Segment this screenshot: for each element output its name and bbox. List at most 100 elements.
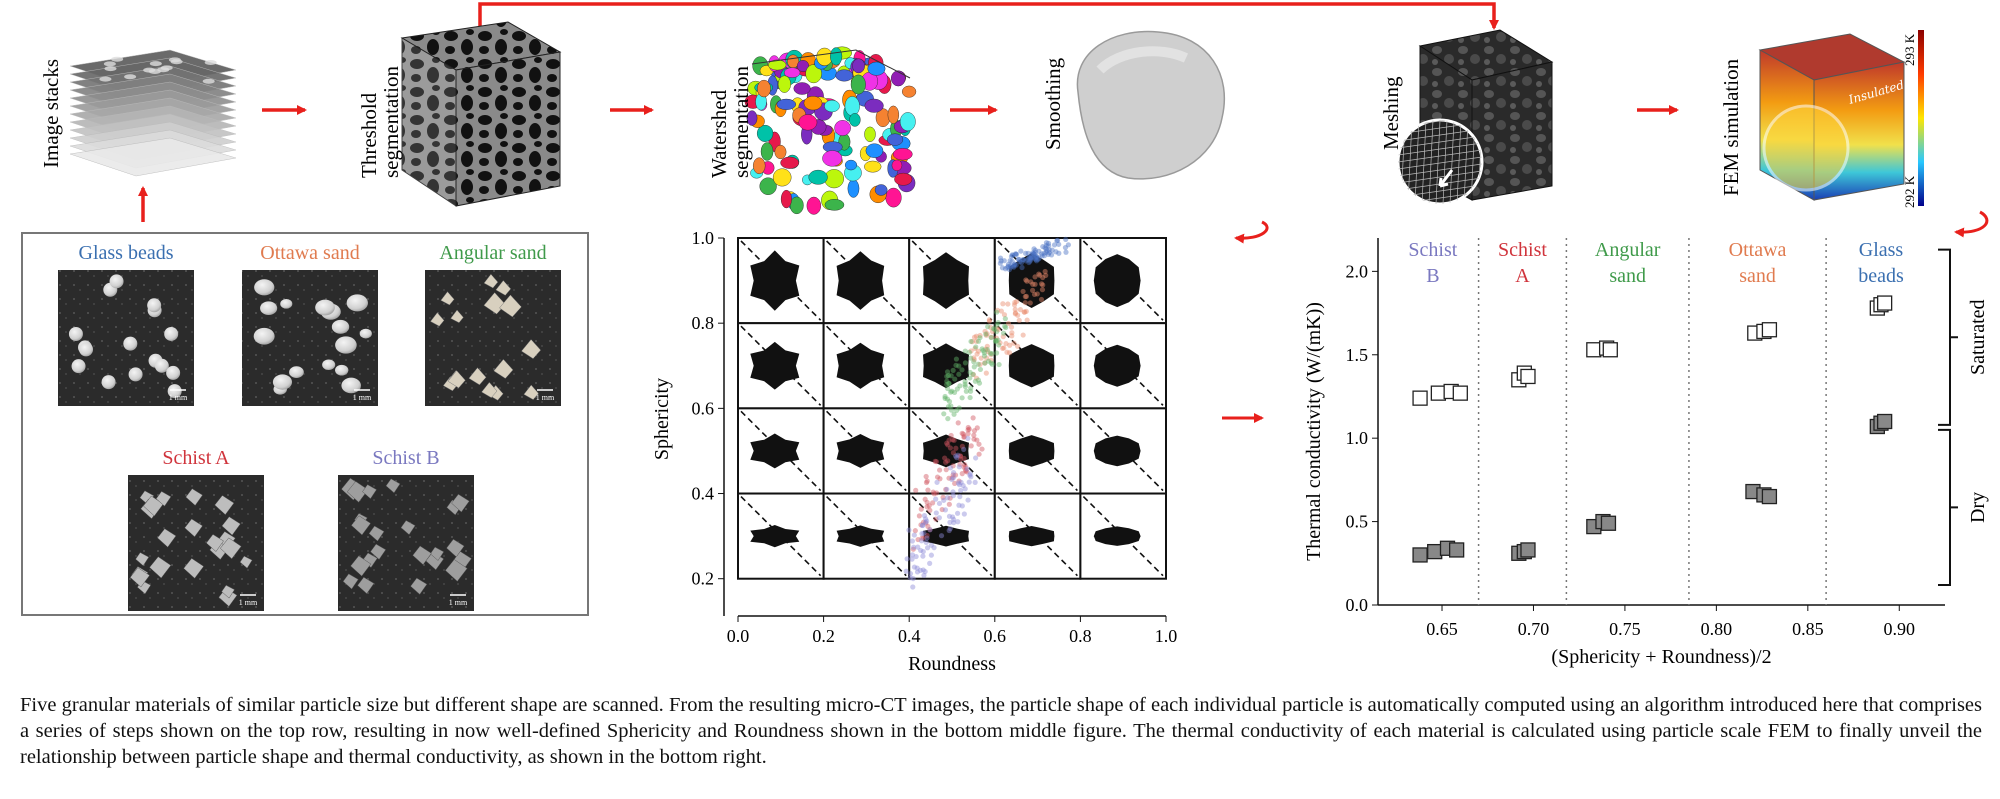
scatter-point	[945, 403, 952, 410]
grain	[450, 309, 464, 323]
scatter-point	[942, 395, 948, 401]
scatter-point	[1005, 263, 1011, 270]
watershed-grain	[824, 199, 845, 211]
watershed-grain	[849, 113, 861, 127]
scatter-point	[933, 459, 940, 465]
scatter-point	[977, 332, 983, 339]
scatter-point	[946, 475, 952, 481]
watershed-grain	[796, 60, 810, 72]
scatter-point	[973, 338, 979, 344]
scatter-point	[943, 467, 949, 473]
diagonal-guide	[740, 410, 822, 492]
diagonal-guide	[1082, 240, 1164, 321]
saturated-point	[1586, 342, 1602, 358]
scatter-point	[1030, 281, 1036, 287]
scatter-point	[917, 567, 924, 573]
scatter-point	[910, 584, 916, 590]
scatter-point	[915, 544, 921, 550]
grain	[495, 280, 511, 296]
scatter-point	[923, 479, 930, 486]
label-threshold-line1: Threshold	[357, 92, 381, 178]
grain	[272, 374, 293, 390]
grain	[445, 559, 468, 582]
scatter-point	[914, 565, 920, 571]
scatter-point	[1005, 261, 1012, 267]
mesh-line	[1398, 163, 1482, 177]
materials-panel	[21, 232, 589, 616]
watershed-grain	[830, 47, 843, 66]
group-label-4: Glass	[1859, 239, 1904, 261]
scatter-point	[969, 339, 975, 345]
scatter-point	[988, 334, 994, 341]
mesh-line	[1421, 120, 1427, 204]
scatter-point	[936, 515, 942, 521]
scatter-point	[980, 347, 986, 354]
grain	[430, 312, 445, 327]
scatter-point	[959, 503, 965, 509]
scatter-point	[971, 334, 978, 340]
grain	[164, 326, 179, 341]
watershed-grain	[808, 169, 828, 185]
scatter-point	[1030, 287, 1036, 293]
scatter-point	[971, 436, 977, 442]
mesh-line	[1414, 120, 1420, 204]
grain	[446, 538, 465, 558]
x-tick-label: 0.6	[984, 626, 1007, 646]
scatter-point	[1010, 252, 1016, 258]
mesh-line	[1398, 128, 1482, 142]
scatter-point	[927, 507, 933, 513]
scatter-point	[907, 571, 914, 577]
scatter-point	[986, 318, 993, 324]
scatter-point	[959, 430, 965, 436]
grain	[221, 516, 241, 536]
scatter-point	[914, 569, 921, 575]
scatter-point	[982, 360, 988, 366]
scatter-point	[988, 324, 994, 331]
watershed-grain	[887, 133, 904, 146]
group-label-3: sand	[1739, 265, 1776, 287]
scatter-point	[986, 317, 993, 323]
grain	[400, 520, 416, 535]
mesh-line	[1398, 156, 1482, 170]
scatter-point	[1024, 278, 1030, 284]
scatter-point	[1007, 262, 1014, 269]
particle-shape	[836, 525, 885, 547]
y-axis-label: Thermal conductivity (W/(mK))	[1303, 302, 1325, 561]
y-tick-label: 1.0	[692, 228, 715, 248]
watershed-grain	[768, 59, 787, 71]
scatter-point	[957, 453, 964, 459]
grain	[385, 478, 401, 494]
scatter-point	[955, 452, 961, 458]
scatter-point	[961, 446, 967, 452]
material-name-2: Angular sand	[439, 242, 546, 264]
flow-arrows	[1222, 210, 1989, 423]
group-label-2: sand	[1609, 265, 1646, 287]
bracket-label-dry: Dry	[1967, 492, 1989, 523]
scatter-point	[989, 361, 995, 367]
scatter-point	[982, 328, 988, 334]
scatter-point	[1020, 288, 1026, 295]
scatter-point	[984, 343, 990, 349]
grain	[341, 377, 361, 394]
scatter-point	[932, 458, 938, 464]
scatter-point	[924, 504, 930, 510]
stack-grain	[124, 74, 137, 80]
particle-shape	[923, 343, 969, 389]
scatter-point	[956, 405, 962, 411]
scale-label-0: 1 mm	[169, 393, 188, 402]
watershed-grain	[899, 112, 916, 132]
sphericity-roundness-chart: 0.0 0.2 0.4 0.6 0.8 1.0 0.2 0.4 0.6 0.8 1.0 Roundne…	[651, 228, 1177, 675]
scatter-point	[924, 545, 931, 551]
scatter-point	[1034, 291, 1040, 297]
scatter-point	[1041, 250, 1047, 256]
y-tick-label: 0.2	[692, 569, 715, 589]
scatter-point	[1043, 249, 1049, 256]
watershed-grain	[874, 184, 888, 196]
x-tick-label: 1.0	[1155, 626, 1178, 646]
watershed-grain	[822, 150, 843, 167]
scatter-point	[947, 495, 953, 501]
scatter-point	[913, 553, 919, 560]
scatter-point	[1049, 247, 1055, 253]
scatter-point	[922, 568, 928, 575]
label-smoothing: Smoothing	[1041, 57, 1065, 150]
